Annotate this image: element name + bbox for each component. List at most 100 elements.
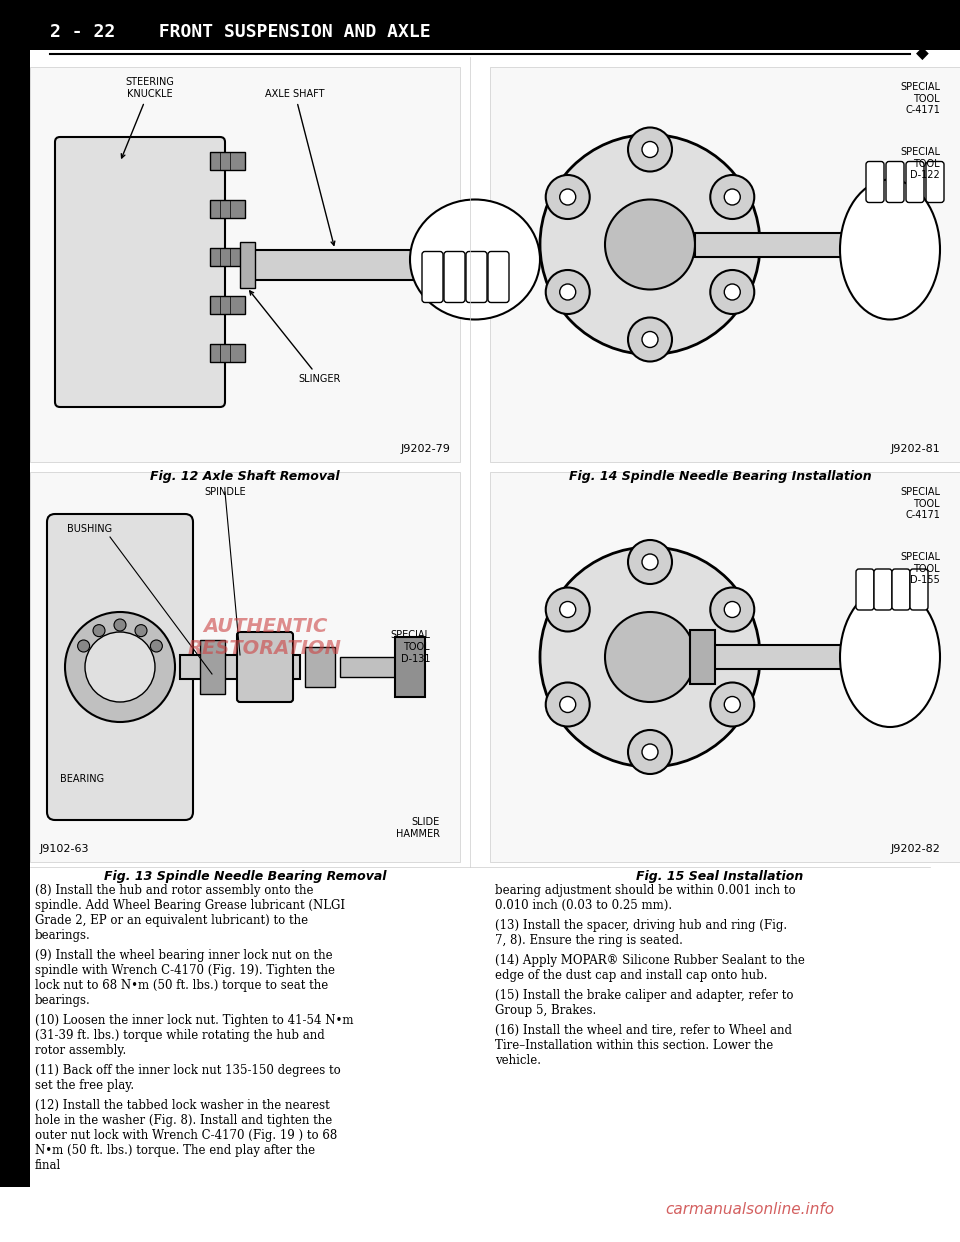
Circle shape <box>93 625 105 637</box>
FancyBboxPatch shape <box>488 251 509 303</box>
Circle shape <box>710 270 755 314</box>
Circle shape <box>724 697 740 713</box>
Circle shape <box>545 270 589 314</box>
Text: bearing adjustment should be within 0.001 inch to: bearing adjustment should be within 0.00… <box>495 884 796 897</box>
Circle shape <box>560 284 576 301</box>
FancyBboxPatch shape <box>856 569 874 610</box>
Circle shape <box>628 318 672 361</box>
Text: bearings.: bearings. <box>35 994 91 1007</box>
Text: bearings.: bearings. <box>35 929 91 941</box>
Circle shape <box>710 175 755 219</box>
Text: Grade 2, EP or an equivalent lubricant) to the: Grade 2, EP or an equivalent lubricant) … <box>35 914 308 927</box>
Circle shape <box>545 175 589 219</box>
Text: (9) Install the wheel bearing inner lock nut on the: (9) Install the wheel bearing inner lock… <box>35 949 332 963</box>
FancyBboxPatch shape <box>892 569 910 610</box>
Text: SPECIAL
TOOL
D-131: SPECIAL TOOL D-131 <box>390 631 430 663</box>
Text: STEERING
KNUCKLE: STEERING KNUCKLE <box>121 77 175 158</box>
Text: BEARING: BEARING <box>60 774 104 784</box>
Text: (16) Install the wheel and tire, refer to Wheel and: (16) Install the wheel and tire, refer t… <box>495 1023 792 1037</box>
Text: outer nut lock with Wrench C-4170 (Fig. 19 ) to 68: outer nut lock with Wrench C-4170 (Fig. … <box>35 1129 337 1141</box>
Circle shape <box>545 587 589 631</box>
Bar <box>490 67 960 462</box>
Bar <box>490 472 960 862</box>
Bar <box>245 250 425 279</box>
Text: hole in the washer (Fig. 8). Install and tighten the: hole in the washer (Fig. 8). Install and… <box>35 1114 332 1126</box>
Circle shape <box>560 697 576 713</box>
Text: N•m (50 ft. lbs.) torque. The end play after the: N•m (50 ft. lbs.) torque. The end play a… <box>35 1144 315 1158</box>
Ellipse shape <box>410 200 540 319</box>
Bar <box>0 0 30 1187</box>
FancyBboxPatch shape <box>926 161 944 202</box>
Circle shape <box>642 554 658 570</box>
Text: Tire–Installation within this section. Lower the: Tire–Installation within this section. L… <box>495 1040 773 1052</box>
Bar <box>200 640 225 694</box>
Circle shape <box>560 601 576 617</box>
Text: Group 5, Brakes.: Group 5, Brakes. <box>495 1004 596 1017</box>
Bar <box>210 296 245 314</box>
Circle shape <box>114 619 126 631</box>
Circle shape <box>642 744 658 760</box>
Bar <box>690 630 715 684</box>
Circle shape <box>605 200 695 289</box>
Circle shape <box>724 189 740 205</box>
Text: (11) Back off the inner lock nut 135-150 degrees to: (11) Back off the inner lock nut 135-150… <box>35 1064 341 1077</box>
Text: SPINDLE: SPINDLE <box>204 487 246 497</box>
Text: AUTHENTIC
RESTORATION: AUTHENTIC RESTORATION <box>188 616 342 657</box>
Circle shape <box>65 612 175 722</box>
Text: 7, 8). Ensure the ring is seated.: 7, 8). Ensure the ring is seated. <box>495 934 683 946</box>
FancyBboxPatch shape <box>55 137 225 407</box>
Text: J9102-63: J9102-63 <box>40 845 89 854</box>
Bar <box>695 645 895 669</box>
Bar <box>240 241 255 287</box>
Text: (15) Install the brake caliper and adapter, refer to: (15) Install the brake caliper and adapt… <box>495 989 794 1002</box>
Text: SPECIAL
TOOL
C-4171: SPECIAL TOOL C-4171 <box>900 487 940 520</box>
Circle shape <box>628 540 672 584</box>
Text: (10) Loosen the inner lock nut. Tighten to 41-54 N•m: (10) Loosen the inner lock nut. Tighten … <box>35 1013 353 1027</box>
Text: SLIDE
HAMMER: SLIDE HAMMER <box>396 817 440 838</box>
Text: 2 - 22    FRONT SUSPENSION AND AXLE: 2 - 22 FRONT SUSPENSION AND AXLE <box>50 24 431 41</box>
Text: (14) Apply MOPAR® Silicone Rubber Sealant to the: (14) Apply MOPAR® Silicone Rubber Sealan… <box>495 954 804 968</box>
Bar <box>0 0 960 50</box>
Bar <box>305 647 335 687</box>
Circle shape <box>560 189 576 205</box>
Text: (13) Install the spacer, driving hub and ring (Fig.: (13) Install the spacer, driving hub and… <box>495 919 787 932</box>
Circle shape <box>78 640 89 652</box>
Text: ◆: ◆ <box>916 45 928 63</box>
Text: vehicle.: vehicle. <box>495 1054 541 1067</box>
Circle shape <box>135 625 147 637</box>
Circle shape <box>710 587 755 631</box>
Text: J9202-81: J9202-81 <box>890 443 940 455</box>
Text: SPECIAL
TOOL
D-122: SPECIAL TOOL D-122 <box>900 147 940 180</box>
Bar <box>395 637 425 697</box>
Circle shape <box>605 612 695 702</box>
Text: SPECIAL
TOOL
D-155: SPECIAL TOOL D-155 <box>900 551 940 585</box>
Text: carmanualsonline.info: carmanualsonline.info <box>665 1202 834 1217</box>
FancyBboxPatch shape <box>47 514 193 820</box>
FancyBboxPatch shape <box>906 161 924 202</box>
Bar <box>210 248 245 266</box>
Text: rotor assembly.: rotor assembly. <box>35 1045 127 1057</box>
Text: SLINGER: SLINGER <box>250 291 341 384</box>
Text: set the free play.: set the free play. <box>35 1079 134 1092</box>
Circle shape <box>151 640 162 652</box>
FancyBboxPatch shape <box>444 251 465 303</box>
Text: J9202-82: J9202-82 <box>890 845 940 854</box>
Text: (12) Install the tabbed lock washer in the nearest: (12) Install the tabbed lock washer in t… <box>35 1099 329 1112</box>
Bar <box>210 200 245 219</box>
Text: spindle with Wrench C-4170 (Fig. 19). Tighten the: spindle with Wrench C-4170 (Fig. 19). Ti… <box>35 964 335 977</box>
FancyBboxPatch shape <box>422 251 443 303</box>
Text: BUSHING: BUSHING <box>67 524 112 534</box>
Text: Fig. 13 Spindle Needle Bearing Removal: Fig. 13 Spindle Needle Bearing Removal <box>104 869 386 883</box>
Circle shape <box>642 142 658 158</box>
Circle shape <box>642 332 658 348</box>
Bar <box>30 472 460 862</box>
FancyBboxPatch shape <box>874 569 892 610</box>
Text: final: final <box>35 1159 61 1172</box>
Ellipse shape <box>840 180 940 319</box>
Circle shape <box>724 284 740 301</box>
Text: spindle. Add Wheel Bearing Grease lubricant (NLGI: spindle. Add Wheel Bearing Grease lubric… <box>35 899 346 912</box>
Bar <box>695 232 895 257</box>
Text: edge of the dust cap and install cap onto hub.: edge of the dust cap and install cap ont… <box>495 969 767 982</box>
Circle shape <box>628 128 672 171</box>
FancyBboxPatch shape <box>866 161 884 202</box>
